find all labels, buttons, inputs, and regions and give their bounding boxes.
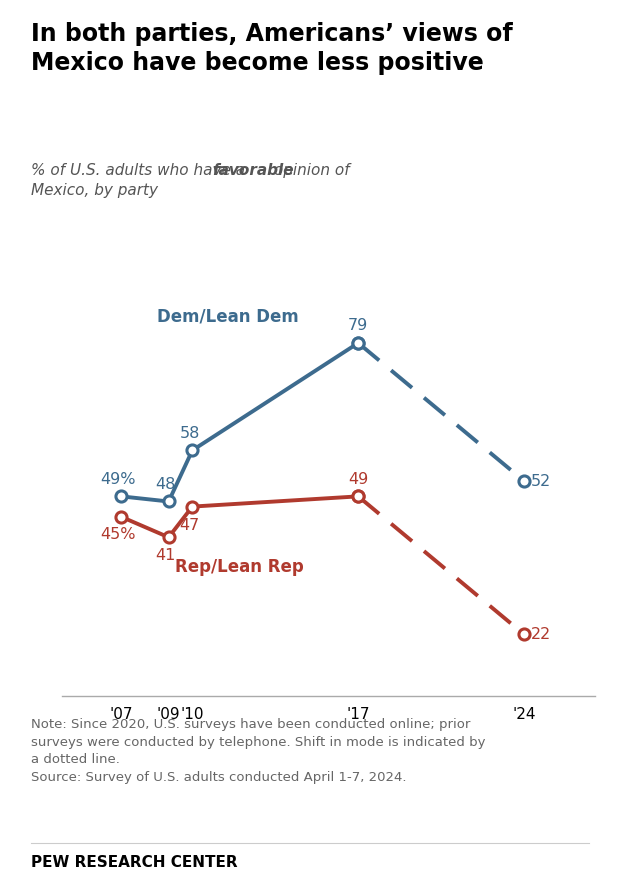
Text: 22: 22 [531, 627, 551, 642]
Text: 41: 41 [156, 549, 176, 564]
Text: 79: 79 [348, 318, 368, 334]
Text: 52: 52 [531, 474, 551, 489]
Text: 48: 48 [156, 476, 176, 491]
Text: In both parties, Americans’ views of
Mexico have become less positive: In both parties, Americans’ views of Mex… [31, 22, 513, 75]
Text: 47: 47 [179, 517, 200, 533]
Text: PEW RESEARCH CENTER: PEW RESEARCH CENTER [31, 855, 237, 870]
Text: Rep/Lean Rep: Rep/Lean Rep [175, 558, 304, 575]
Text: Dem/Lean Dem: Dem/Lean Dem [157, 307, 299, 326]
Text: 45%: 45% [100, 526, 136, 541]
Text: 58: 58 [179, 425, 200, 441]
Text: opinion of: opinion of [269, 163, 350, 178]
Text: favorable: favorable [212, 163, 294, 178]
Text: 49: 49 [348, 472, 368, 487]
Text: % of U.S. adults who have a 
Mexico, by party: % of U.S. adults who have a Mexico, by p… [31, 163, 250, 195]
Text: Note: Since 2020, U.S. surveys have been conducted online; prior
surveys were co: Note: Since 2020, U.S. surveys have been… [31, 718, 485, 783]
Text: Mexico, by party: Mexico, by party [31, 183, 158, 198]
Text: 49%: 49% [100, 472, 136, 487]
Text: % of U.S. adults who have a: % of U.S. adults who have a [31, 163, 250, 178]
